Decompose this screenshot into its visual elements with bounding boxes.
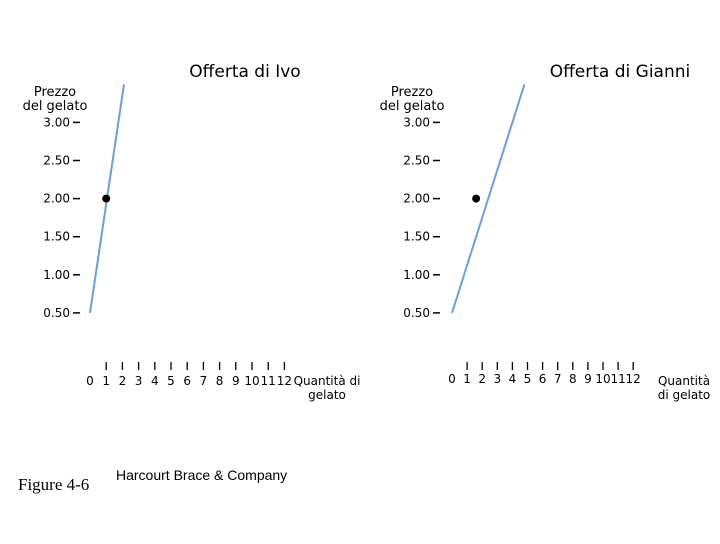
x-tick-label: 10 [244, 374, 259, 388]
x-tick-label: 8 [569, 372, 577, 386]
y-tick-label: 0.50 [43, 306, 70, 320]
data-point [472, 194, 481, 203]
y-tick-label: 2.00 [43, 192, 70, 206]
x-tick-label: 10 [595, 372, 610, 386]
y-tick-label: 1.00 [403, 268, 430, 282]
y-axis-label: Prezzo [391, 85, 433, 100]
y-tick-label: 2.00 [403, 192, 430, 206]
x-tick-label: 5 [524, 372, 532, 386]
x-tick-label: 2 [119, 374, 127, 388]
y-tick-label: 3.00 [403, 115, 430, 129]
figure-label: Figure 4-6 [18, 475, 90, 494]
x-tick-label: 0 [448, 372, 456, 386]
x-axis-label: Quantità [658, 374, 710, 388]
x-tick-label: 12 [626, 372, 641, 386]
x-axis-label: Quantità di [294, 374, 361, 388]
x-tick-label: 12 [277, 374, 292, 388]
chart-title: Offerta di Gianni [550, 62, 691, 82]
data-point [102, 194, 111, 203]
x-tick-label: 3 [135, 374, 143, 388]
x-tick-label: 11 [261, 374, 276, 388]
y-tick-label: 1.50 [403, 230, 430, 244]
x-tick-label: 8 [216, 374, 224, 388]
publisher-credit: Harcourt Brace & Company [116, 467, 288, 483]
x-tick-label: 0 [86, 374, 94, 388]
x-tick-label: 9 [584, 372, 592, 386]
x-axis-label: gelato [308, 388, 346, 402]
x-tick-label: 6 [539, 372, 547, 386]
y-axis-label: del gelato [23, 99, 88, 114]
x-tick-label: 11 [610, 372, 625, 386]
chart-title: Offerta di Ivo [189, 62, 300, 82]
y-tick-label: 1.00 [43, 268, 70, 282]
y-axis-label: del gelato [380, 99, 445, 114]
x-tick-label: 3 [493, 372, 501, 386]
x-tick-label: 5 [167, 374, 175, 388]
supply-line [451, 83, 526, 314]
x-tick-label: 1 [463, 372, 471, 386]
x-tick-label: 9 [232, 374, 240, 388]
y-axis-label: Prezzo [34, 85, 76, 100]
y-tick-label: 2.50 [43, 154, 70, 168]
x-tick-label: 2 [478, 372, 486, 386]
y-tick-label: 1.50 [43, 230, 70, 244]
y-tick-label: 0.50 [403, 306, 430, 320]
x-tick-label: 4 [151, 374, 159, 388]
x-tick-label: 7 [200, 374, 208, 388]
y-tick-label: 2.50 [403, 154, 430, 168]
x-tick-label: 6 [183, 374, 191, 388]
y-tick-label: 3.00 [43, 115, 70, 129]
x-tick-label: 4 [509, 372, 517, 386]
x-tick-label: 1 [102, 374, 110, 388]
x-axis-label: di gelato [658, 388, 711, 402]
x-tick-label: 7 [554, 372, 562, 386]
